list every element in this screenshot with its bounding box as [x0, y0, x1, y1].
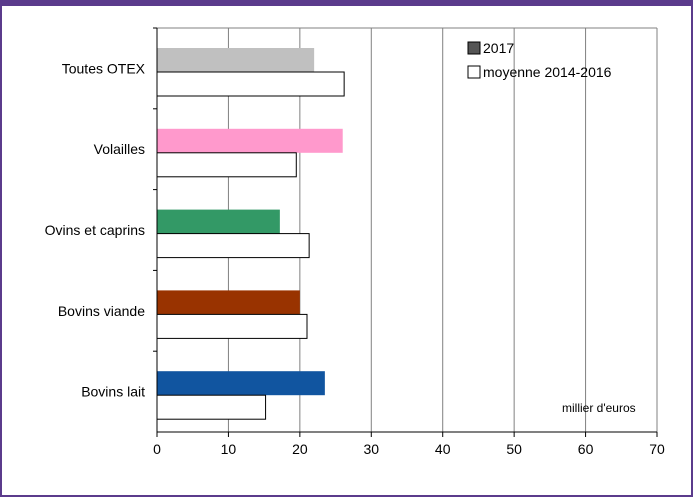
bar-moyenne-2 [156, 233, 310, 259]
bar-2017-1 [157, 128, 343, 153]
category-label-1: Volailles [94, 141, 145, 157]
category-label-3: Bovins viande [58, 303, 145, 319]
bar-2017-3 [157, 290, 300, 315]
x-tick-label-20: 20 [292, 441, 308, 457]
legend-label-2017: 2017 [483, 40, 514, 56]
x-tick-label-10: 10 [221, 441, 237, 457]
x-tick-label-30: 30 [363, 441, 379, 457]
x-tick-label-40: 40 [435, 441, 451, 457]
bar-moyenne-3 [156, 313, 308, 339]
legend: 2017 moyenne 2014-2016 [467, 40, 612, 80]
x-tick-label-50: 50 [506, 441, 522, 457]
x-tick-label-0: 0 [153, 441, 161, 457]
bar-2017-2 [157, 209, 280, 234]
bar-2017-0 [157, 48, 315, 72]
category-label-0: Toutes OTEX [62, 60, 146, 76]
x-tick-label-70: 70 [649, 441, 665, 457]
top-border [0, 0, 693, 6]
legend-swatch-2017 [467, 41, 481, 55]
x-tick-label-60: 60 [578, 441, 594, 457]
legend-swatch-moyenne [467, 65, 481, 79]
legend-label-moyenne: moyenne 2014-2016 [483, 64, 612, 80]
bar-moyenne-0 [156, 71, 345, 97]
bars [156, 48, 345, 420]
unit-label: millier d'euros [562, 401, 636, 415]
bar-moyenne-1 [156, 152, 297, 178]
bar-2017-4 [157, 371, 325, 396]
axes: Toutes OTEX Volailles Ovins et caprins Bovi… [45, 27, 665, 457]
bar-moyenne-4 [156, 394, 267, 420]
category-label-2: Ovins et caprins [45, 222, 145, 238]
category-label-4: Bovins lait [81, 384, 145, 400]
